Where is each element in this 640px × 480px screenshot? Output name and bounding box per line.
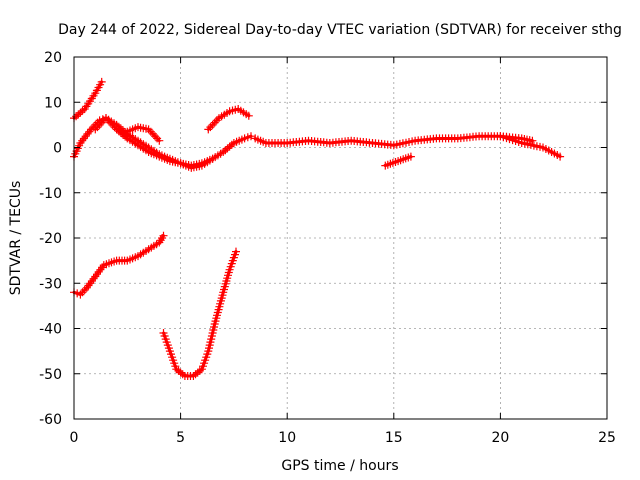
series-markers [496, 132, 537, 145]
y-tick-label: 10 [44, 95, 62, 111]
y-tick-label: -40 [39, 322, 62, 338]
series-s6 [251, 132, 565, 161]
grid [74, 57, 607, 419]
series-s3 [91, 114, 217, 172]
y-tick-label: 20 [44, 50, 62, 66]
series-s5 [204, 105, 253, 134]
y-tick-label: 0 [53, 141, 62, 157]
series-markers [70, 231, 168, 299]
x-tick-label: 0 [70, 430, 79, 446]
series-markers [381, 152, 415, 170]
series-s10 [159, 247, 240, 380]
series-markers [159, 247, 240, 380]
series-markers [251, 132, 565, 161]
x-tick-label: 10 [278, 430, 296, 446]
series-s7 [496, 132, 537, 145]
axis-ticks: 0 5 10 15 20 25 -60 -50 -40 -30 -20 -10 0 10 20 [39, 50, 616, 446]
series-s4 [123, 123, 164, 145]
x-tick-label: 15 [385, 430, 403, 446]
series-markers [91, 114, 217, 172]
chart-title: Day 244 of 2022, Sidereal Day-to-day VTE… [58, 22, 622, 38]
series-s1 [70, 77, 106, 123]
y-tick-label: -20 [39, 231, 62, 247]
y-axis-title: SDTVAR / TECUs [8, 181, 24, 296]
series-s8 [381, 152, 415, 170]
series-markers [123, 123, 164, 145]
series-layer [70, 77, 565, 380]
series-line [253, 134, 562, 159]
series-s9 [70, 231, 168, 299]
y-tick-label: -60 [39, 412, 62, 428]
y-tick-label: -30 [39, 276, 62, 292]
x-tick-label: 25 [598, 430, 616, 446]
x-tick-label: 5 [176, 430, 185, 446]
y-tick-label: -50 [39, 367, 62, 383]
x-axis-title: GPS time / hours [281, 458, 398, 474]
x-tick-label: 20 [491, 430, 509, 446]
y-tick-label: -10 [39, 186, 62, 202]
series-markers [204, 105, 253, 134]
